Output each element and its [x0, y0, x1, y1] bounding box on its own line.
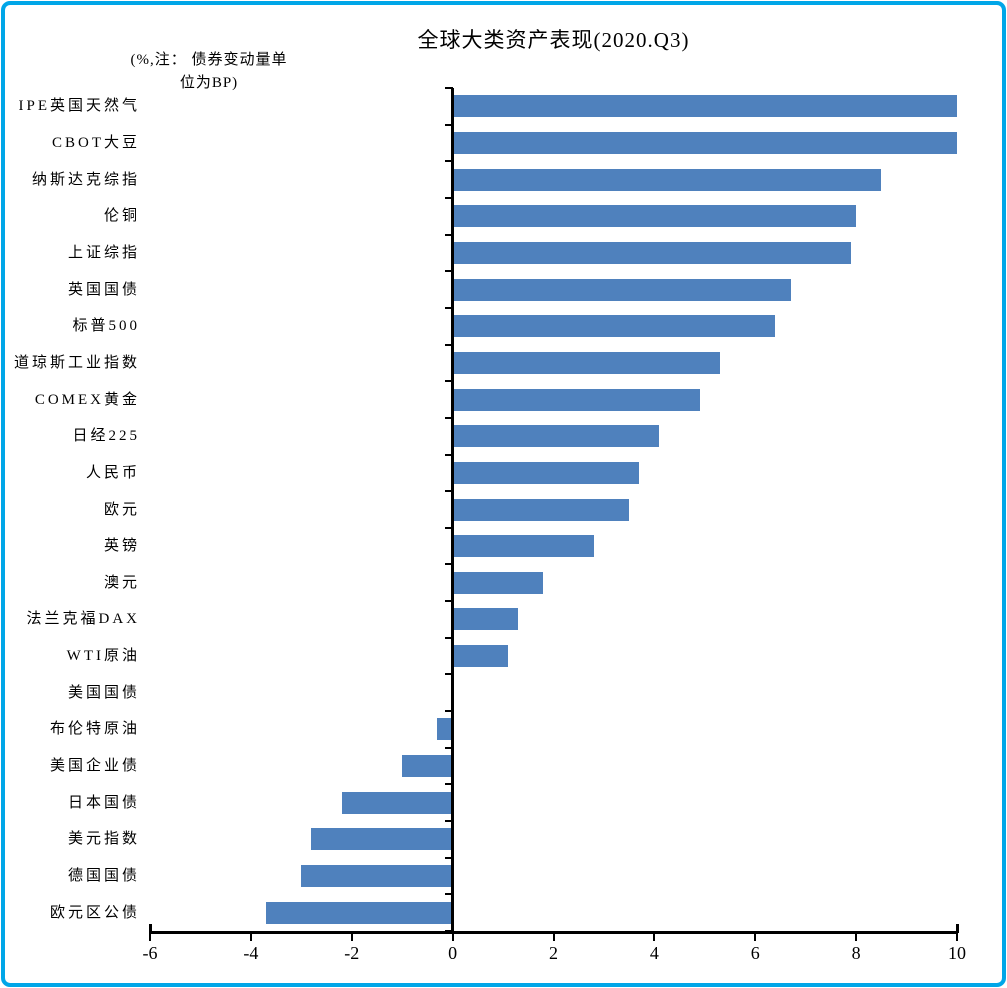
- x-axis-endcap: [149, 924, 152, 933]
- category-label: 纳斯达克综指: [31, 171, 140, 188]
- bar: [452, 351, 720, 374]
- y-axis-tick: [444, 453, 453, 456]
- y-axis-tick: [444, 343, 453, 346]
- y-axis-tick: [444, 196, 453, 199]
- category-label: 澳元: [103, 574, 140, 591]
- bar: [266, 901, 453, 924]
- x-axis-tick: [754, 931, 757, 941]
- x-axis-tick: [855, 931, 858, 941]
- category-label: 道琼斯工业指数: [13, 354, 140, 371]
- y-axis-tick: [444, 233, 453, 236]
- category-label: 布伦特原油: [49, 721, 140, 738]
- chart-title: 全球大类资产表现(2020.Q3): [417, 28, 690, 52]
- bar: [452, 608, 519, 631]
- category-label: 英国国债: [67, 281, 140, 298]
- y-axis-tick: [444, 123, 453, 126]
- bar: [341, 791, 453, 814]
- bar: [452, 241, 852, 264]
- category-label: 日本国债: [67, 794, 140, 811]
- y-axis-tick: [444, 893, 453, 896]
- bar: [452, 425, 660, 448]
- bar: [452, 498, 630, 521]
- bar: [402, 755, 453, 778]
- category-label: 日经225: [72, 428, 140, 445]
- category-label: 美国企业债: [49, 758, 140, 775]
- x-axis-tick: [149, 931, 151, 941]
- x-axis-tick: [653, 931, 656, 941]
- category-label: 欧元: [103, 501, 140, 518]
- bar: [452, 205, 857, 228]
- category-label: 美元指数: [67, 831, 140, 848]
- y-axis-tick: [444, 636, 453, 639]
- y-axis-tick: [444, 87, 453, 89]
- bar: [452, 168, 882, 191]
- x-axis-endcap: [956, 924, 959, 933]
- x-tick-label: 0: [448, 943, 458, 963]
- x-tick-label: 6: [750, 943, 760, 963]
- category-label: 法兰克福DAX: [26, 611, 140, 628]
- x-axis-tick: [552, 931, 555, 941]
- category-label: 上证综指: [67, 244, 140, 261]
- y-axis-tick: [444, 563, 453, 566]
- bar: [452, 131, 957, 154]
- x-axis-tick: [350, 931, 353, 941]
- y-axis: [451, 88, 454, 934]
- x-axis-tick: [249, 931, 252, 941]
- x-axis-tick: [451, 931, 454, 941]
- x-tick-label: 10: [948, 943, 966, 963]
- bar: [452, 571, 544, 594]
- bar: [452, 95, 957, 118]
- y-axis-tick: [444, 306, 453, 309]
- x-tick-label: -6: [142, 943, 158, 963]
- chart-note: (%,注： 债券变动量单 位为BP): [63, 49, 355, 95]
- y-axis-tick: [444, 856, 453, 859]
- category-label: 标普500: [72, 318, 140, 335]
- chart-note-line2: 位为BP): [179, 75, 239, 91]
- bar: [311, 828, 453, 851]
- y-axis-tick: [444, 673, 453, 676]
- category-label: 伦铜: [103, 208, 140, 225]
- category-label: 美国国债: [67, 684, 140, 701]
- chart-note-line1: (%,注： 债券变动量单: [130, 52, 288, 68]
- category-label: IPE英国天然气: [18, 98, 140, 115]
- category-label: CBOT大豆: [51, 134, 140, 151]
- y-axis-tick: [444, 380, 453, 383]
- bar: [452, 645, 509, 668]
- bar: [452, 278, 791, 301]
- category-label: 人民币: [85, 464, 140, 481]
- y-axis-tick: [444, 710, 453, 713]
- bar: [452, 535, 594, 558]
- y-axis-tick: [444, 526, 453, 529]
- y-axis-tick: [444, 270, 453, 273]
- bar: [437, 718, 453, 741]
- bar: [452, 315, 776, 338]
- y-axis-tick: [444, 490, 453, 493]
- category-label: COMEX黄金: [34, 391, 140, 408]
- x-axis-tick: [956, 931, 958, 941]
- y-axis-tick: [444, 746, 453, 749]
- x-tick-label: 4: [649, 943, 659, 963]
- bar: [301, 865, 453, 888]
- x-tick-label: -4: [243, 943, 259, 963]
- y-axis-tick: [444, 783, 453, 786]
- bar: [452, 388, 700, 411]
- category-label: 英镑: [103, 538, 140, 555]
- category-label: 欧元区公债: [49, 904, 140, 921]
- y-axis-tick: [444, 416, 453, 419]
- y-axis-tick: [444, 820, 453, 823]
- x-tick-label: 2: [549, 943, 558, 963]
- y-axis-tick: [444, 160, 453, 163]
- category-label: 德国国债: [67, 868, 140, 885]
- y-axis-tick: [444, 930, 453, 932]
- x-tick-label: -2: [344, 943, 360, 963]
- y-axis-tick: [444, 600, 453, 603]
- bar: [452, 461, 640, 484]
- x-tick-label: 8: [851, 943, 861, 963]
- category-label: WTI原油: [66, 648, 140, 665]
